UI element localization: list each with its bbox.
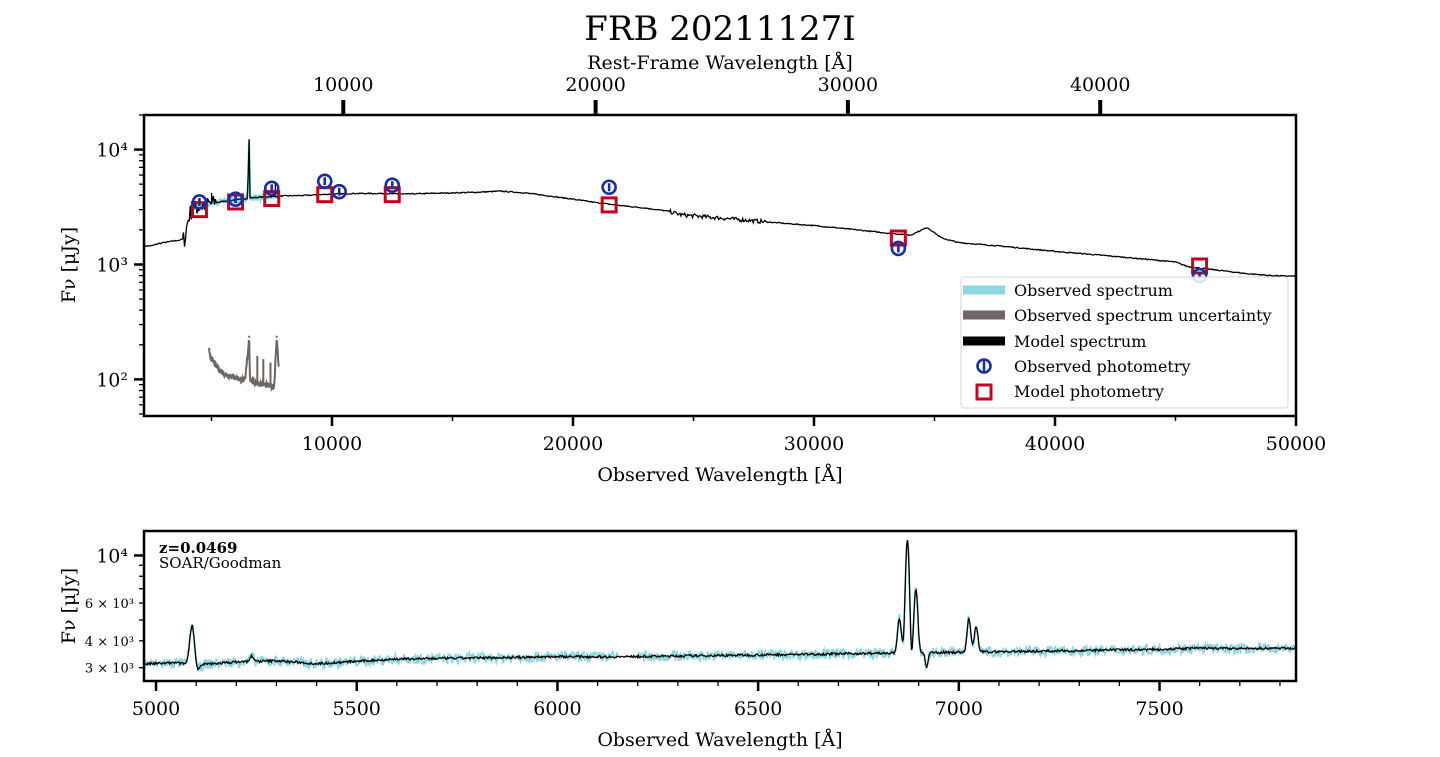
sed-y-axis: 10² 10³ 10⁴ [96,114,144,415]
top-x-axis-label: Rest-Frame Wavelength [Å] [587,52,853,74]
legend-label-observed-photometry: Observed photometry [1014,357,1191,376]
spectrum-y-axis: 3 × 10³ 4 × 10³ 6 × 10³ 10⁴ [85,545,144,677]
y-tick-label: 10⁴ [96,140,128,162]
legend-label-uncertainty: Observed spectrum uncertainty [1014,306,1272,325]
model-photometry-marker [600,196,618,214]
chart-title: FRB 20211127I [584,9,855,49]
zoom-observed-spectrum-line [144,540,1296,674]
spectrum-panel: 5000 5500 6000 6500 7000 7500 3 × 10³ 4 × 10³ 6… [58,529,1298,751]
spectrum-x-axis-label: Observed Wavelength [Å] [597,729,842,751]
y-tick-label: 4 × 10³ [85,635,134,650]
spectrum-plot-area [144,539,1296,674]
observed-photometry-marker [191,194,208,210]
spectrum-y-axis-label: Fν [μJy] [58,568,80,644]
redshift-annotation: z=0.0469 [159,539,238,557]
legend-box [960,276,1289,409]
sed-x-axis: 10000 20000 30000 40000 50000 [210,416,1326,455]
y-tick-label: 10² [96,369,128,391]
observed-photometry-marker [601,179,617,196]
legend-marker-model-photometry [975,383,993,401]
x-tick-label: 40000 [1025,433,1085,455]
zoom-model-spectrum-line [144,539,1296,672]
observed-photometry-points [191,173,1208,284]
spectrum-x-axis: 5000 5500 6000 6500 7000 7500 [132,681,1281,720]
observed-photometry-marker [263,180,280,197]
uncertainty-spectrum-line [208,335,280,393]
observed-photometry-marker [227,191,244,207]
legend-label-observed-spectrum: Observed spectrum [1014,281,1173,300]
x-tick-label: 5000 [132,698,180,720]
y-tick-label: 6 × 10³ [85,597,134,612]
legend-label-model-spectrum: Model spectrum [1014,332,1146,351]
x-tick-label: 7500 [1135,698,1183,720]
x-tick-label: 5500 [333,698,381,720]
legend: Observed spectrum Observed spectrum unce… [960,276,1289,409]
sed-panel: Rest-Frame Wavelength [Å] 10000 20000 3000… [58,52,1326,486]
spectrum-plot-frame [142,529,1298,683]
top-x-tick-label: 10000 [313,74,373,96]
top-x-tick-label: 30000 [818,74,878,96]
top-x-tick-label: 40000 [1070,74,1130,96]
observed-photometry-marker [384,177,401,193]
model-spectrum-line [144,139,1296,278]
x-tick-label: 7000 [935,698,983,720]
x-tick-label: 20000 [543,433,603,455]
sed-plot-area [144,138,1296,393]
y-tick-label: 10⁴ [96,545,128,567]
instrument-annotation: SOAR/Goodman [159,554,282,572]
x-tick-label: 6000 [533,698,581,720]
x-tick-label: 30000 [784,433,844,455]
x-tick-label: 6500 [734,698,782,720]
legend-label-model-photometry: Model photometry [1014,382,1164,401]
top-x-axis: 10000 20000 30000 40000 [313,74,1130,115]
observed-photometry-marker [316,173,333,190]
sed-y-axis-label: Fν [μJy] [58,227,80,303]
observed-photometry-marker [890,240,907,257]
x-tick-label: 10000 [302,433,362,455]
top-x-tick-label: 20000 [565,74,625,96]
observed-photometry-marker [331,183,348,200]
sed-x-axis-label: Observed Wavelength [Å] [597,464,842,486]
y-tick-label: 10³ [96,254,128,276]
y-tick-label: 3 × 10³ [85,662,134,677]
model-photometry-points [190,186,1209,275]
x-tick-label: 50000 [1266,433,1326,455]
